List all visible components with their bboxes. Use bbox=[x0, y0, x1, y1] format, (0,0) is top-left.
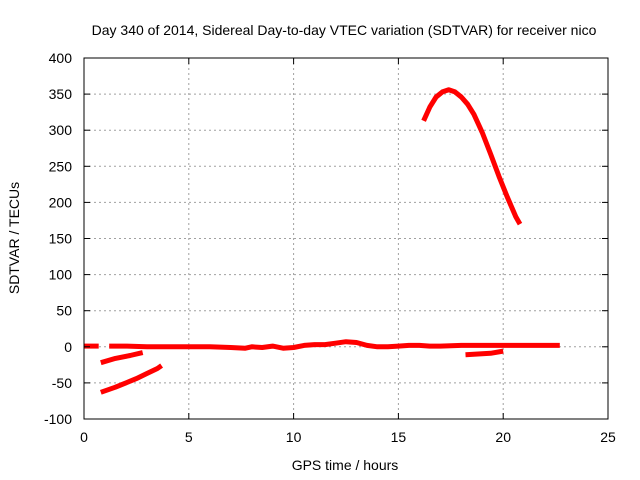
x-tick-label: 25 bbox=[600, 429, 616, 445]
x-axis-label: GPS time / hours bbox=[292, 457, 399, 473]
grid-lines bbox=[84, 58, 608, 419]
y-tick-label: 300 bbox=[49, 122, 73, 138]
y-tick-label: 250 bbox=[49, 158, 73, 174]
x-tick-label: 10 bbox=[286, 429, 302, 445]
tick-labels: 0 5 10 15 20 25 -100 -50 0 50 100 150 200 250 300 350 40… bbox=[44, 50, 616, 445]
y-tick-label: 50 bbox=[56, 303, 72, 319]
y-tick-label: -50 bbox=[52, 375, 72, 391]
y-axis-label: SDTVAR / TECUs bbox=[6, 182, 22, 294]
y-tick-label: 400 bbox=[49, 50, 73, 66]
y-tick-label: 150 bbox=[49, 231, 73, 247]
y-tick-label: 350 bbox=[49, 86, 73, 102]
y-tick-label: 200 bbox=[49, 194, 73, 210]
x-tick-label: 0 bbox=[80, 429, 88, 445]
axis-ticks bbox=[83, 57, 609, 420]
data-series bbox=[84, 87, 560, 395]
series-arc-short-negative bbox=[100, 350, 144, 366]
series-arc-late-negative bbox=[465, 348, 504, 358]
x-tick-label: 20 bbox=[495, 429, 511, 445]
y-tick-label: -100 bbox=[44, 411, 72, 427]
series-arc-main-baseline bbox=[109, 339, 560, 351]
chart-title: Day 340 of 2014, Sidereal Day-to-day VTE… bbox=[92, 22, 597, 38]
series-arc-long-negative bbox=[99, 363, 164, 395]
y-tick-label: 0 bbox=[64, 339, 72, 355]
series-arc-high-peak bbox=[421, 87, 523, 226]
y-tick-label: 100 bbox=[49, 267, 73, 283]
x-tick-label: 5 bbox=[185, 429, 193, 445]
x-tick-label: 15 bbox=[391, 429, 407, 445]
